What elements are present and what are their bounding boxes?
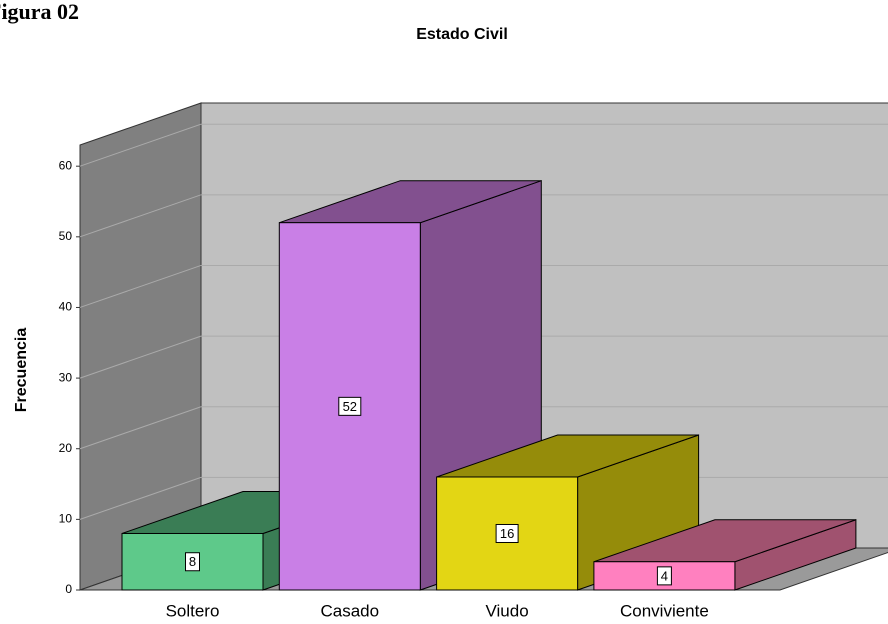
y-tick-label: 0: [65, 582, 72, 596]
grid-line: [79, 264, 202, 308]
figure-label: Figura 02: [0, 0, 79, 24]
grid-line: [79, 335, 202, 379]
x-tick-label: Viudo: [486, 601, 529, 620]
y-tick-label: 20: [59, 441, 73, 455]
grid-line: [79, 194, 202, 238]
value-label: 16: [500, 526, 514, 541]
value-label-box: [495, 523, 519, 543]
value-label-box: [656, 566, 672, 586]
grid-line: [79, 406, 202, 450]
y-tick-label: 60: [59, 158, 73, 172]
y-tick-label: 40: [59, 300, 73, 314]
y-axis-label: Frecuencia: [13, 328, 30, 413]
value-label-box: [338, 396, 362, 416]
value-label-box: [185, 552, 200, 572]
grid-line: [79, 123, 202, 167]
value-label: 4: [661, 568, 668, 583]
value-label: 8: [189, 554, 196, 569]
bar: [121, 532, 264, 591]
x-tick-label: Casado: [320, 601, 379, 620]
x-tick-label: Conviviente: [620, 601, 709, 620]
chart-title: Estado Civil: [416, 26, 508, 43]
y-tick-label: 50: [59, 229, 73, 243]
value-label: 52: [343, 399, 357, 414]
x-tick-label: Soltero: [166, 601, 220, 620]
y-tick-label: 30: [59, 370, 73, 384]
grid-line: [79, 476, 202, 520]
y-tick-label: 10: [59, 512, 73, 526]
